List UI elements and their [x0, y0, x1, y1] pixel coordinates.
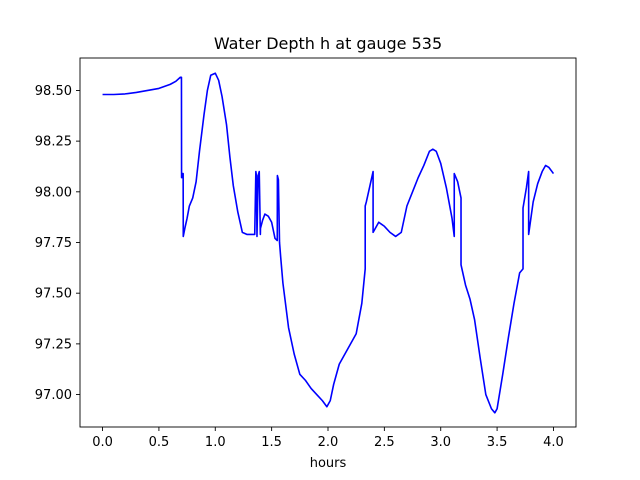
x-tick-label: 3.0: [430, 435, 451, 450]
x-tick-label: 4.0: [543, 435, 564, 450]
x-tick-label: 3.5: [487, 435, 508, 450]
x-tick-label: 0.5: [149, 435, 170, 450]
x-tick-label: 2.0: [318, 435, 339, 450]
x-tick-label: 2.5: [374, 435, 395, 450]
y-tick-label: 98.25: [35, 135, 72, 150]
x-axis-ticks: 0.0 0.5 1.0 1.5 2.0 2.5 3.0 3.5 4.0: [92, 427, 564, 450]
x-tick-label: 0.0: [92, 435, 113, 450]
y-tick-label: 98.00: [35, 185, 72, 200]
chart-title: Water Depth h at gauge 535: [214, 34, 442, 53]
y-tick-label: 97.00: [35, 388, 72, 403]
y-tick-label: 98.50: [35, 84, 72, 99]
x-axis-label: hours: [310, 456, 347, 471]
x-tick-label: 1.0: [205, 435, 226, 450]
y-axis-ticks: 97.00 97.25 97.50 97.75 98.00 98.25 98.50: [35, 84, 80, 403]
y-tick-label: 97.25: [35, 337, 72, 352]
series-line-0: [102, 72, 555, 414]
x-tick-label: 1.5: [261, 435, 282, 450]
y-tick-label: 97.50: [35, 287, 72, 302]
y-tick-label: 97.75: [35, 236, 72, 251]
